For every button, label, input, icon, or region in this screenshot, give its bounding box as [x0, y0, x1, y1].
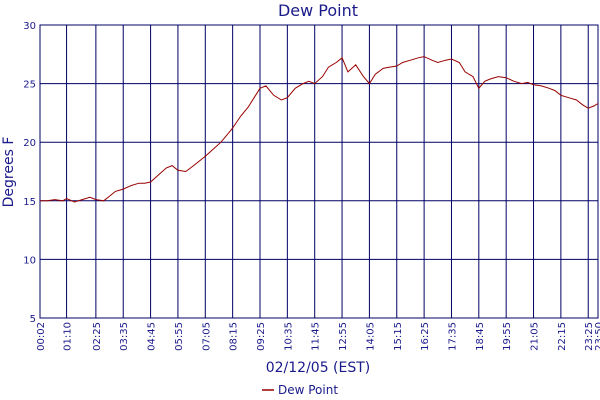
y-tick-label: 20 — [23, 138, 36, 149]
x-tick-label: 01:10 — [63, 322, 74, 351]
x-axis-ticks: 00:02 01:10 02:25 03:35 04:45 05:55 07:05 08:15… — [36, 322, 600, 351]
y-tick-label: 5 — [30, 314, 36, 325]
x-tick-label: 15:15 — [393, 322, 404, 351]
plot-border — [39, 24, 599, 319]
series-line-dew-point — [40, 56, 599, 203]
plot-background — [40, 25, 598, 318]
plot-area — [39, 24, 599, 319]
x-tick-label: 21:05 — [530, 322, 541, 351]
x-tick-label: 17:35 — [447, 322, 458, 351]
y-tick-label: 30 — [23, 21, 36, 32]
x-tick-label: 19:55 — [502, 322, 513, 351]
x-axis-label: 02/12/05 (EST) — [266, 360, 371, 376]
x-tick-label: 22:15 — [557, 322, 568, 351]
x-tick-label: 18:45 — [475, 322, 486, 351]
x-tick-label: 23:50 — [594, 322, 600, 351]
y-axis-ticks: 5 10 15 20 25 30 — [23, 21, 36, 325]
x-tick-label: 08:15 — [229, 322, 240, 351]
x-tick-label: 07:05 — [201, 322, 212, 351]
x-tick-label: 09:25 — [256, 322, 267, 351]
chart-title: Dew Point — [278, 1, 358, 20]
y-tick-label: 15 — [23, 197, 36, 208]
x-tick-label: 14:05 — [365, 322, 376, 351]
y-tick-label: 10 — [23, 255, 36, 266]
x-tick-label: 02:25 — [92, 322, 103, 351]
x-tick-label: 12:55 — [338, 322, 349, 351]
x-tick-label: 03:35 — [119, 322, 130, 351]
x-tick-label: 10:35 — [283, 322, 294, 351]
y-axis-label: Degrees F — [1, 137, 17, 208]
legend-label-dew-point: Dew Point — [278, 383, 338, 397]
x-tick-label: 11:45 — [311, 322, 322, 351]
x-tick-label: 16:25 — [420, 322, 431, 351]
y-tick-label: 25 — [23, 80, 36, 91]
x-tick-label: 23:25 — [584, 322, 595, 351]
legend: Dew Point — [262, 383, 338, 397]
x-tick-label: 00:02 — [36, 322, 47, 351]
x-tick-label: 04:45 — [147, 322, 158, 351]
x-tick-label: 05:55 — [174, 322, 185, 351]
